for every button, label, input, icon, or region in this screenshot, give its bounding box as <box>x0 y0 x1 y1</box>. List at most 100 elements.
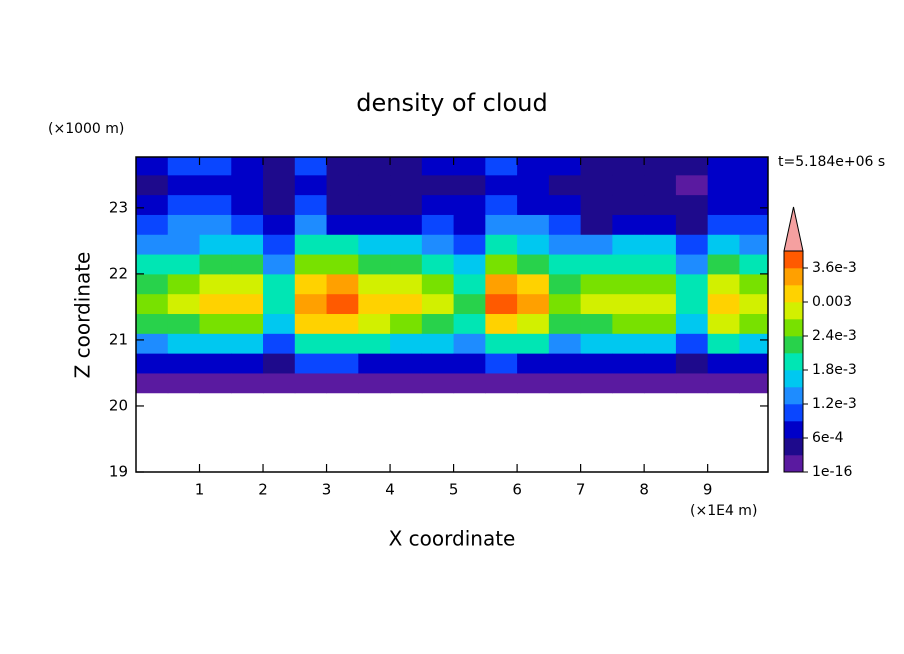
colorbar-tick-label: 1.8e-3 <box>812 362 857 378</box>
x-tick-label: 2 <box>258 481 268 499</box>
contour-cell <box>707 157 740 176</box>
contour-cell <box>231 313 264 334</box>
contour-cell <box>485 214 518 235</box>
contour-cell <box>580 293 613 315</box>
contour-cell <box>263 353 296 374</box>
contour-cell <box>517 234 550 255</box>
contour-cell <box>199 254 232 275</box>
contour-cell <box>453 234 486 255</box>
contour-cell <box>612 234 645 255</box>
contour-cell <box>199 214 232 235</box>
contour-cell <box>644 313 677 334</box>
contour-cell <box>167 372 201 394</box>
contour-cell <box>358 353 391 374</box>
contour-cell <box>485 234 518 255</box>
contour-cell <box>580 372 613 394</box>
contour-cell <box>485 174 518 196</box>
contour-cell <box>263 313 296 334</box>
contour-cell <box>390 293 423 315</box>
colorbar-band <box>784 438 803 456</box>
contour-cell <box>517 372 550 394</box>
contour-cell <box>263 254 296 275</box>
contour-cell <box>739 273 768 295</box>
contour-cell <box>294 273 328 295</box>
contour-cell <box>580 194 613 215</box>
contour-cell <box>707 353 740 374</box>
contour-cell <box>263 372 296 394</box>
contour-cell <box>612 293 645 315</box>
contour-cell <box>199 333 232 354</box>
contour-cell <box>421 254 455 275</box>
x-tick-label: 7 <box>576 481 586 499</box>
contour-cell <box>580 254 613 275</box>
contour-cell <box>548 353 582 374</box>
contour-cell <box>231 333 264 354</box>
contour-cell <box>358 234 391 255</box>
contour-cell <box>548 333 582 354</box>
contour-cell <box>707 214 740 235</box>
x-axis-label: X coordinate <box>389 527 516 551</box>
colorbar-band <box>784 353 803 371</box>
contour-cell <box>485 273 518 295</box>
contour-cell <box>453 293 486 315</box>
contour-cell <box>644 273 677 295</box>
contour-cell <box>294 254 328 275</box>
contour-cell <box>644 174 677 196</box>
contour-cell <box>326 333 359 354</box>
contour-cell <box>517 254 550 275</box>
contour-cell <box>326 214 359 235</box>
contour-cell <box>644 157 677 176</box>
contour-cell <box>199 293 232 315</box>
contour-cell <box>675 273 709 295</box>
contour-cell <box>167 214 201 235</box>
contour-cell <box>326 353 359 374</box>
contour-cell <box>231 234 264 255</box>
contour-cell <box>421 157 455 176</box>
contour-cell <box>421 234 455 255</box>
contour-cell <box>453 157 486 176</box>
contour-cell <box>390 214 423 235</box>
contour-cell <box>199 194 232 215</box>
colorbar-band <box>784 302 803 320</box>
contour-cell <box>421 194 455 215</box>
contour-cell <box>167 353 201 374</box>
contour-cell <box>517 174 550 196</box>
colorbar-tick-label: 6e-4 <box>812 430 844 446</box>
contour-cell <box>136 194 169 215</box>
colorbar-band <box>784 370 803 388</box>
contour-cell <box>517 293 550 315</box>
contour-cell <box>390 333 423 354</box>
contour-cell <box>644 293 677 315</box>
contour-cell <box>548 293 582 315</box>
contour-cell <box>707 372 740 394</box>
contour-cell <box>548 194 582 215</box>
contour-cell <box>580 313 613 334</box>
contour-cell <box>644 234 677 255</box>
contour-cell <box>358 372 391 394</box>
contour-cell <box>136 313 169 334</box>
x-tick-label: 4 <box>385 481 395 499</box>
contour-cell <box>167 194 201 215</box>
contour-cell <box>644 353 677 374</box>
contour-cell <box>326 234 359 255</box>
contour-cell <box>675 372 709 394</box>
x-tick-label: 5 <box>449 481 459 499</box>
contour-cell <box>548 214 582 235</box>
contour-cell <box>739 254 768 275</box>
contour-cell <box>358 313 391 334</box>
contour-cell <box>707 194 740 215</box>
contour-cell <box>612 194 645 215</box>
contour-cell <box>675 293 709 315</box>
contour-cell <box>326 174 359 196</box>
contour-cell <box>739 174 768 196</box>
contour-cell <box>294 353 328 374</box>
contour-cell <box>294 174 328 196</box>
contour-cell <box>453 174 486 196</box>
contour-cell <box>707 333 740 354</box>
contour-cell <box>167 254 201 275</box>
contour-cell <box>390 157 423 176</box>
contour-cell <box>548 372 582 394</box>
contour-cell <box>453 254 486 275</box>
contour-cell <box>644 194 677 215</box>
